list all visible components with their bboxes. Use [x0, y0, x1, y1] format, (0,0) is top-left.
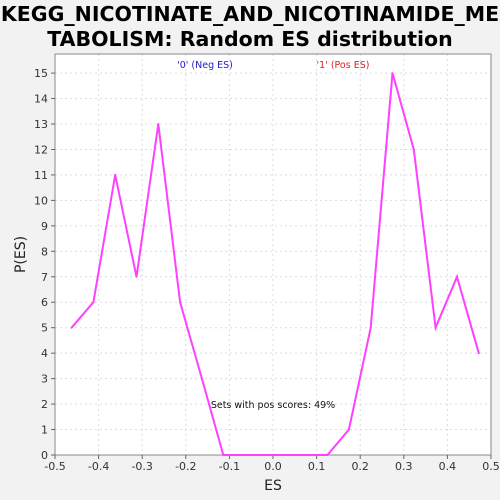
y-tick-label: 14	[34, 93, 48, 106]
data-point	[135, 275, 138, 278]
x-tick-label: 0.4	[439, 460, 457, 473]
x-tick-label: 0.2	[351, 460, 369, 473]
y-axis-label: P(ES)	[13, 236, 29, 273]
y-tick-label: 3	[41, 373, 48, 386]
y-tick-label: 5	[41, 322, 48, 335]
data-point	[70, 326, 73, 329]
data-point	[434, 326, 437, 329]
data-point	[347, 428, 350, 431]
data-point	[244, 454, 247, 456]
y-tick-label: 4	[41, 347, 48, 360]
data-point	[309, 454, 312, 456]
x-tick-label: -0.1	[219, 460, 240, 473]
y-tick-label: 0	[41, 449, 48, 462]
x-tick-label: 0.1	[308, 460, 326, 473]
y-tick-label: 9	[41, 220, 48, 233]
pos-es-label: '1' (Pos ES)	[317, 60, 370, 71]
pos-scores-annotation: Sets with pos scores: 49%	[211, 400, 335, 411]
es-distribution-line	[70, 72, 480, 456]
x-tick-label: -0.5	[44, 460, 65, 473]
data-point	[179, 301, 182, 304]
data-point	[157, 123, 160, 126]
chart-title-line-2: TABOLISM: Random ES distribution	[47, 27, 453, 51]
data-point	[200, 377, 203, 380]
x-axis-label: ES	[264, 478, 282, 494]
data-point	[391, 72, 394, 75]
data-point	[369, 326, 372, 329]
y-tick-label: 6	[41, 296, 48, 309]
data-point	[287, 454, 290, 456]
data-point	[477, 352, 480, 355]
data-point	[92, 301, 95, 304]
chart-title-line-1: KEGG_NICOTINATE_AND_NICOTINAMIDE_ME	[0, 2, 500, 26]
y-tick-label: 7	[41, 271, 48, 284]
y-tick-label: 8	[41, 245, 48, 258]
x-tick-label: 0.0	[264, 460, 282, 473]
neg-es-label: '0' (Neg ES)	[177, 60, 233, 71]
y-tick-label: 1	[41, 424, 48, 437]
data-point	[326, 454, 329, 456]
x-tick-label: -0.4	[88, 460, 109, 473]
x-tick-label: 0.5	[482, 460, 500, 473]
data-point	[114, 173, 117, 176]
chart-title: KEGG_NICOTINATE_AND_NICOTINAMIDE_ME TABO…	[0, 2, 500, 52]
data-point	[265, 454, 268, 456]
y-tick-label: 12	[34, 143, 48, 156]
y-tick-label: 11	[34, 169, 48, 182]
data-point	[222, 454, 225, 456]
data-point	[412, 148, 415, 151]
y-tick-label: 15	[34, 67, 48, 80]
x-tick-label: 0.3	[395, 460, 413, 473]
y-tick-label: 13	[34, 118, 48, 131]
x-tick-label: -0.2	[175, 460, 196, 473]
y-tick-label: 10	[34, 194, 48, 207]
y-tick-label: 2	[41, 398, 48, 411]
x-tick-label: -0.3	[131, 460, 152, 473]
data-point	[455, 275, 458, 278]
